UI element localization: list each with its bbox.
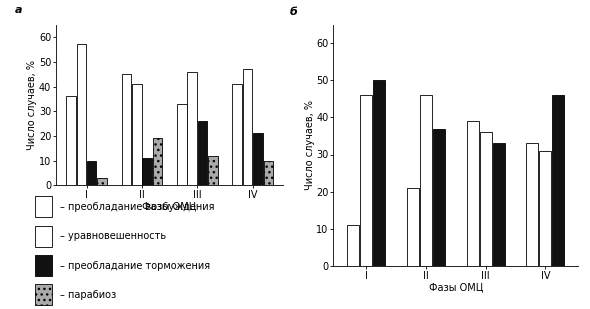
Bar: [373, 80, 385, 266]
Bar: [539, 151, 551, 266]
Bar: [264, 161, 273, 185]
Bar: [360, 95, 372, 266]
Bar: [188, 72, 197, 185]
Y-axis label: Число случаев, %: Число случаев, %: [27, 60, 37, 150]
Bar: [142, 158, 152, 185]
Bar: [153, 138, 162, 185]
X-axis label: Фазы ОМЦ: Фазы ОМЦ: [428, 282, 483, 292]
X-axis label: Фазы ОМЦ: Фазы ОМЦ: [142, 202, 197, 212]
Bar: [232, 84, 242, 185]
Bar: [35, 284, 52, 306]
Y-axis label: Число случаев, %: Число случаев, %: [304, 100, 314, 190]
Bar: [35, 226, 52, 247]
Bar: [253, 133, 263, 185]
Bar: [77, 44, 86, 185]
Bar: [35, 196, 52, 218]
Bar: [122, 74, 131, 185]
Text: а: а: [15, 5, 22, 15]
Bar: [348, 225, 359, 266]
Bar: [552, 95, 564, 266]
Bar: [132, 84, 142, 185]
Bar: [177, 104, 186, 185]
Bar: [480, 132, 491, 266]
Bar: [433, 129, 445, 266]
Bar: [87, 161, 97, 185]
Bar: [407, 188, 419, 266]
Bar: [420, 95, 432, 266]
Bar: [526, 143, 538, 266]
Text: – парабиоз: – парабиоз: [60, 290, 117, 300]
Bar: [97, 178, 107, 185]
Bar: [66, 96, 76, 185]
Text: – уравновешенность: – уравновешенность: [60, 231, 166, 241]
Text: – преобладание торможения: – преобладание торможения: [60, 260, 211, 271]
Bar: [35, 255, 52, 276]
Bar: [198, 121, 207, 185]
Bar: [467, 121, 478, 266]
Text: – преобладание возбуждения: – преобладание возбуждения: [60, 202, 215, 212]
Bar: [242, 69, 253, 185]
Bar: [208, 156, 218, 185]
Bar: [493, 143, 504, 266]
Text: б: б: [289, 7, 297, 18]
